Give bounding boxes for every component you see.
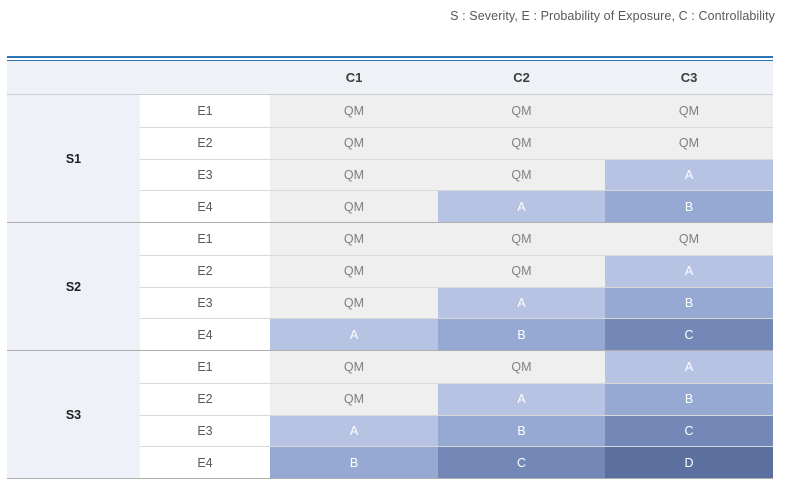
asil-cell: C [605, 318, 773, 350]
header-c2: C2 [513, 70, 530, 85]
severity-label: S2 [7, 223, 140, 350]
table-header-row: C1 C2 C3 [7, 61, 773, 95]
exposure-label: E2 [140, 126, 270, 159]
asil-cell: B [605, 286, 773, 319]
asil-cell: QM [270, 126, 438, 159]
severity-label: S1 [7, 95, 140, 222]
header-c1: C1 [345, 70, 363, 85]
asil-cell: QM [605, 126, 773, 159]
severity-group-s2: S2 E1 QM QM QM E2 QM QM A E3 QM A B E4 A… [7, 222, 773, 350]
asil-cell: QM [438, 254, 605, 287]
header-c3: C3 [680, 70, 698, 85]
exposure-label: E2 [140, 382, 270, 415]
asil-cell: QM [438, 223, 605, 255]
asil-cell: A [605, 254, 773, 287]
exposure-label: E2 [140, 254, 270, 287]
asil-cell: B [438, 414, 605, 447]
asil-cell: B [605, 190, 773, 222]
asil-determination-table: C1 C2 C3 S1 E1 QM QM QM E2 QM QM QM E3 Q… [7, 56, 773, 479]
asil-cell: QM [270, 95, 438, 127]
exposure-label: E1 [140, 351, 270, 383]
asil-cell: A [438, 382, 605, 415]
asil-cell: QM [605, 223, 773, 255]
asil-cell: QM [438, 95, 605, 127]
exposure-label: E1 [140, 223, 270, 255]
asil-cell: A [270, 318, 438, 350]
asil-cell: QM [270, 254, 438, 287]
exposure-label: E4 [140, 190, 270, 222]
asil-cell: A [438, 190, 605, 222]
asil-cell: QM [270, 223, 438, 255]
exposure-label: E4 [140, 318, 270, 350]
asil-cell: QM [438, 351, 605, 383]
exposure-label: E3 [140, 286, 270, 319]
asil-cell: D [605, 446, 773, 478]
asil-cell: B [438, 318, 605, 350]
asil-cell: QM [605, 95, 773, 127]
asil-cell: A [605, 158, 773, 191]
asil-cell: B [605, 382, 773, 415]
asil-cell: QM [270, 158, 438, 191]
exposure-label: E1 [140, 95, 270, 127]
severity-group-s1: S1 E1 QM QM QM E2 QM QM QM E3 QM QM A E4… [7, 95, 773, 222]
exposure-label: E3 [140, 414, 270, 447]
asil-cell: C [605, 414, 773, 447]
severity-group-s3: S3 E1 QM QM A E2 QM A B E3 A B C E4 B C … [7, 350, 773, 478]
legend-caption: S : Severity, E : Probability of Exposur… [450, 9, 775, 23]
asil-cell: QM [270, 190, 438, 222]
severity-label: S3 [7, 351, 140, 478]
asil-cell: A [605, 351, 773, 383]
asil-cell: A [270, 414, 438, 447]
exposure-label: E3 [140, 158, 270, 191]
asil-cell: QM [270, 286, 438, 319]
exposure-label: E4 [140, 446, 270, 478]
asil-cell: C [438, 446, 605, 478]
asil-cell: A [438, 286, 605, 319]
asil-cell: QM [270, 382, 438, 415]
asil-cell: QM [270, 351, 438, 383]
asil-cell: B [270, 446, 438, 478]
asil-cell: QM [438, 158, 605, 191]
header-exposure-spacer [140, 61, 270, 94]
asil-cell: QM [438, 126, 605, 159]
header-severity-spacer [7, 61, 140, 94]
